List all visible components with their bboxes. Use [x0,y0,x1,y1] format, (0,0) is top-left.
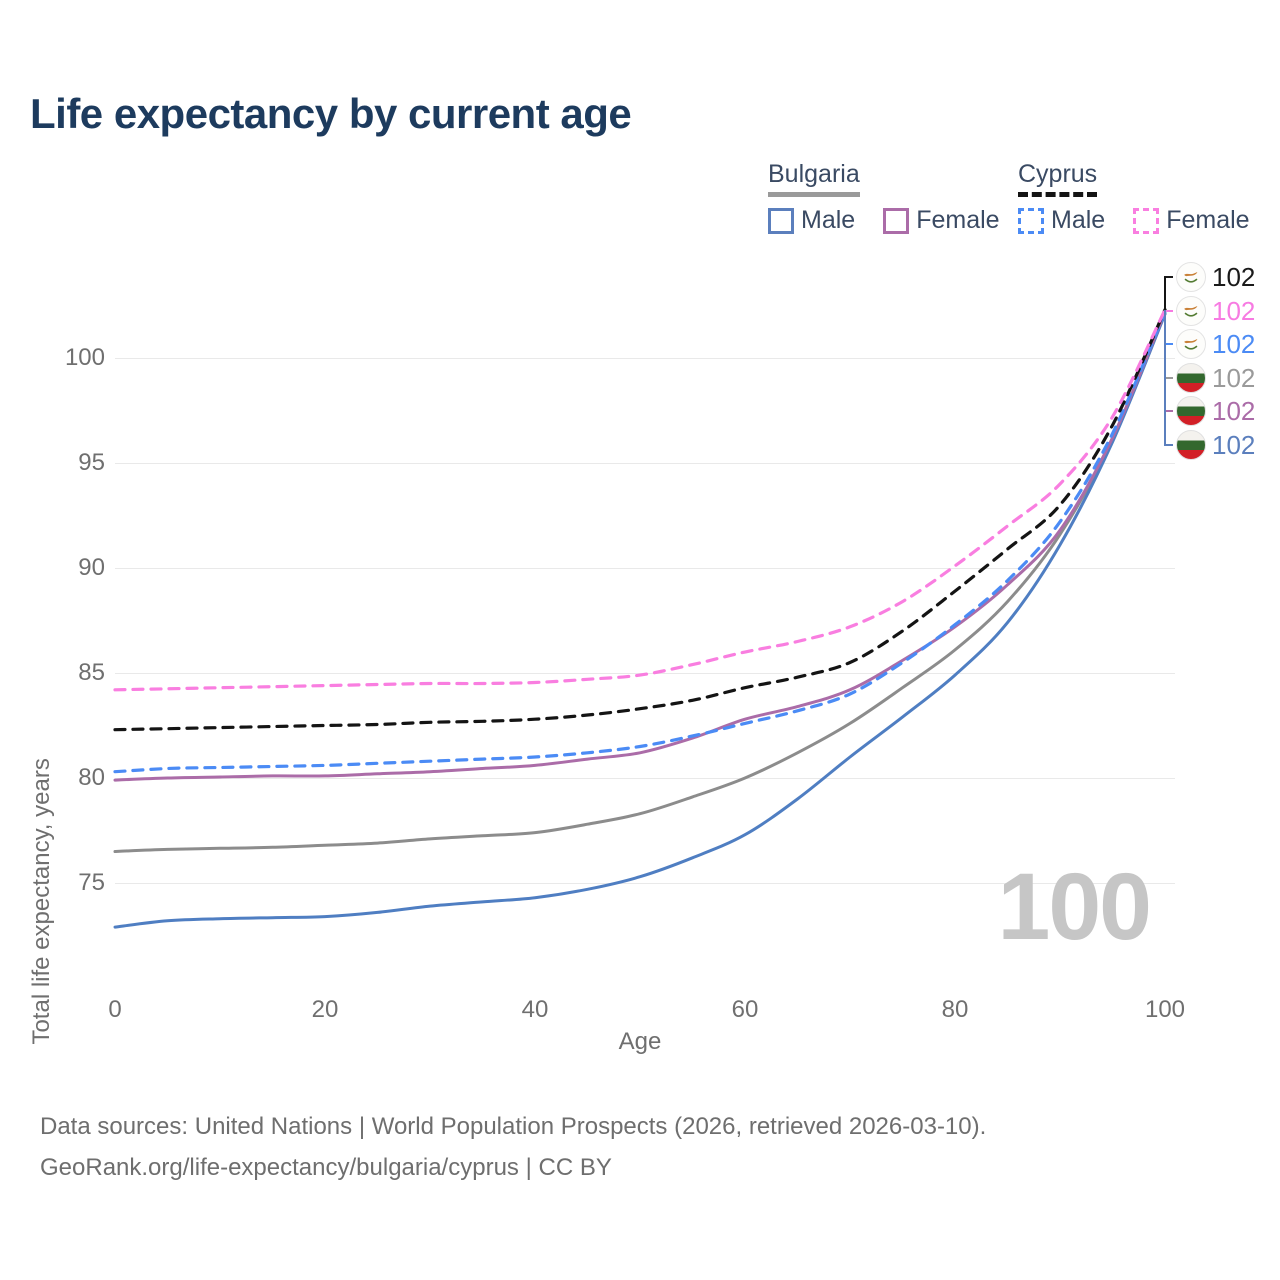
series-line-cyprus-female [113,308,1167,692]
x-axis-title: Age [618,1028,662,1055]
page-title: Life expectancy by current age [30,90,632,137]
footer-datasource: Data sources: United Nations | World Pop… [40,1113,987,1140]
end-label-connector-tick [1164,276,1173,278]
legend-item-bulgaria-male[interactable]: Male [768,206,855,235]
end-label-value: 102 [1212,295,1256,326]
gridline-y-80 [115,778,1175,779]
cyprus-flag-icon [1176,329,1206,359]
legend-country-cyprus[interactable]: Cyprus [1018,160,1098,197]
series-line-bulgaria-both [113,312,1167,853]
x-tick-0: 0 [108,996,122,1023]
y-tick-90: 90 [78,554,105,581]
x-tick-40: 40 [521,996,549,1023]
end-label-cyprus-both-sexes: 102 [1176,261,1255,293]
legend-item-label: Female [916,206,1000,234]
footer: Data sources: United Nations | World Pop… [40,1106,986,1188]
legend-item-label: Male [1051,206,1106,234]
legend-swatch-dashed [1133,207,1160,234]
gridline-y-95 [115,463,1175,464]
legend-swatch-solid [883,207,910,234]
end-label-bulgaria-female: 102 [1176,395,1255,427]
legend-swatch-solid [768,207,794,234]
cyprus-flag-icon [1176,296,1206,326]
legend-group-cyprus: Cyprus Male Female [1018,160,1250,235]
plot-area [113,270,1175,950]
y-tick-75: 75 [78,869,105,896]
end-label-connector-tick [1164,410,1173,412]
legend-items: Male Female [1018,206,1250,235]
end-label-bulgaria-both-sexes: 102 [1176,362,1255,394]
legend-item-bulgaria-female[interactable]: Female [883,206,1000,235]
x-tick-60: 60 [731,996,759,1023]
series-line-bulgaria-male [113,312,1167,929]
end-label-value: 102 [1212,362,1256,393]
cyprus-flag-icon [1176,262,1206,292]
end-label-cyprus-male: 102 [1176,328,1255,360]
gridline-y-90 [115,568,1175,569]
y-tick-80: 80 [78,764,105,791]
end-label-connector-tick [1164,310,1173,312]
bulgaria-flag-icon [1176,363,1206,393]
series-line-cyprus-both [113,308,1167,732]
x-tick-100: 100 [1144,996,1186,1023]
y-tick-95: 95 [78,449,105,476]
series-line-bulgaria-female [113,310,1167,782]
legend-item-label: Female [1166,206,1250,234]
end-label-value: 102 [1212,395,1256,426]
legend-item-cyprus-male[interactable]: Male [1018,206,1105,235]
legend-items: Male Female [768,206,1000,235]
legend-swatch-dashed [1018,207,1044,234]
age-frame-indicator: 100 [997,854,1152,960]
end-label-bulgaria-male: 102 [1176,429,1255,461]
y-tick-100: 100 [64,344,105,371]
end-label-value: 102 [1212,328,1256,359]
y-axis-title: Total life expectancy, years [28,758,55,1045]
legend-country-bulgaria[interactable]: Bulgaria [768,160,860,197]
bulgaria-flag-icon [1176,430,1206,460]
gridline-y-75 [115,883,1175,884]
end-label-value: 102 [1212,261,1256,292]
series-line-cyprus-male [113,310,1167,774]
line-series-svg [113,308,1167,929]
x-tick-80: 80 [941,996,969,1023]
end-label-connector-line [1164,277,1166,310]
legend-item-label: Male [801,206,856,234]
legend-group-bulgaria: Bulgaria Male Female [768,160,1000,235]
legend-item-cyprus-female[interactable]: Female [1133,206,1250,235]
end-label-cyprus-female: 102 [1176,295,1255,327]
end-label-value: 102 [1212,429,1256,460]
end-label-connector-line [1164,310,1166,445]
x-tick-20: 20 [311,996,339,1023]
y-tick-85: 85 [78,659,105,686]
end-label-connector-tick [1164,377,1173,379]
gridline-y-100 [115,358,1175,359]
end-label-connector-tick [1164,444,1173,446]
end-label-connector-tick [1164,343,1173,345]
footer-attribution: GeoRank.org/life-expectancy/bulgaria/cyp… [40,1154,612,1181]
bulgaria-flag-icon [1176,396,1206,426]
